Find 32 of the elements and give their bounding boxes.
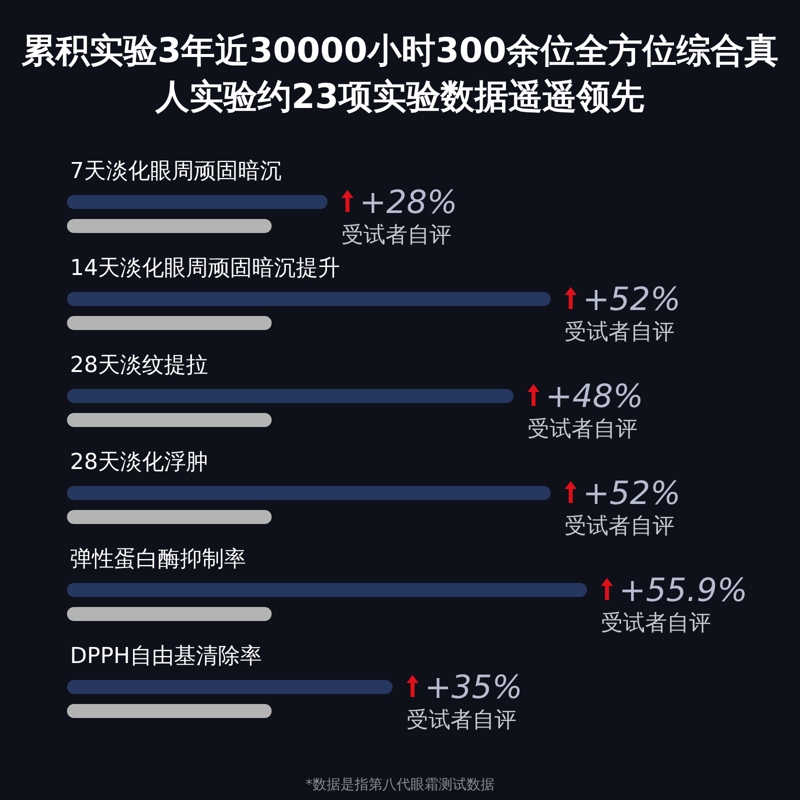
data-label: +55.9% [619,571,748,609]
data-label: +52% [582,280,681,318]
bar [67,680,393,694]
bar [67,704,272,718]
data-label: +52% [582,474,681,512]
bar [67,195,328,209]
bar [67,219,272,233]
annotation: 受试者自评 [341,223,452,248]
bar [67,413,272,427]
y-tick-label: 7天淡化眼周顽固暗沉 [70,159,282,184]
y-tick-label: 28天淡化浮肿 [70,450,208,475]
y-tick-label: 弹性蛋白酶抑制率 [70,547,246,572]
annotation: 受试者自评 [406,708,517,733]
bar [67,583,587,597]
text: *数据是指第八代眼霜测试数据 [306,777,494,793]
annotation: 受试者自评 [564,320,675,345]
y-tick-label: 28天淡纹提拉 [70,353,208,378]
bar [67,486,551,500]
data-label: +35% [424,668,523,706]
y-tick-label: 14天淡化眼周顽固暗沉提升 [70,256,340,281]
chart-title: 累积实验3年近30000小时300余位全方位综合真人实验约23项实验数据遥遥领先 [22,31,778,117]
bar [67,316,272,330]
bar [67,292,551,306]
data-label: +28% [359,183,458,221]
bar [67,389,514,403]
data-label: +48% [546,377,644,415]
text: 受试者自评 [601,611,711,636]
bar [67,607,272,621]
annotation: 受试者自评 [528,417,638,442]
y-tick-label: DPPH自由基清除率 [70,644,262,669]
annotation: 受试者自评 [564,514,675,539]
bar [67,510,272,524]
